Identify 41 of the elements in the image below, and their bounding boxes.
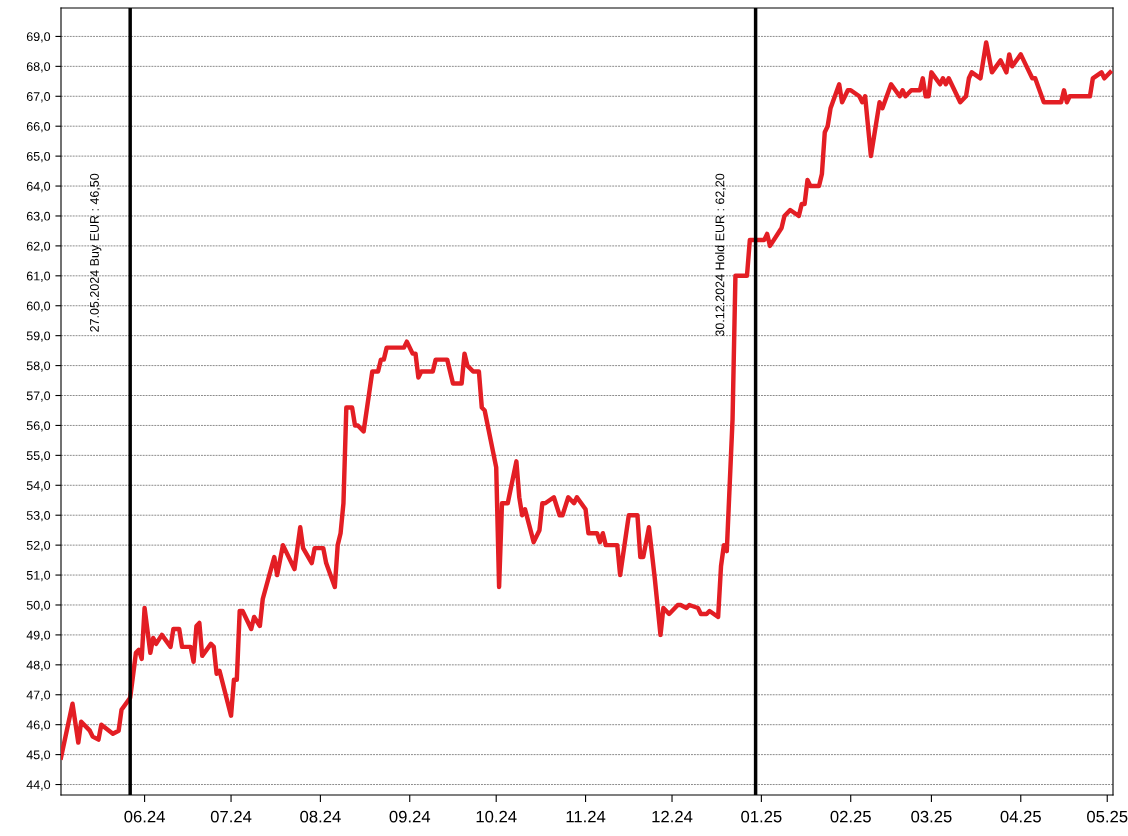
y-tick-label: 67,0: [26, 92, 51, 103]
y-tick-label: 51,0: [26, 570, 51, 582]
x-tick-label: 07.24: [210, 810, 252, 823]
y-tick-label: 57,0: [26, 391, 51, 402]
y-tick-label: 54,0: [26, 481, 51, 492]
y-tick-label: 50,0: [26, 600, 51, 612]
y-tick-label: 55,0: [26, 451, 51, 462]
y-tick-label: 60,0: [26, 301, 51, 312]
x-tick-label: 03.25: [911, 810, 952, 823]
y-tick-label: 66,0: [26, 122, 51, 133]
x-tick-label: 06.24: [124, 810, 165, 823]
x-tick-label: 08.24: [300, 810, 341, 823]
y-tick-label: 65,0: [26, 151, 51, 163]
y-tick-label: 44,0: [26, 780, 51, 791]
x-tick-label: 10.24: [476, 810, 517, 823]
ref-line-label: 30.12.2024 Hold EUR : 62,20: [715, 173, 726, 337]
line-series: [61, 40, 1113, 760]
x-tick-label: 02.25: [830, 810, 871, 823]
y-tick-label: 68,0: [26, 62, 51, 73]
y-tick-label: 58,0: [26, 361, 51, 372]
x-tick-label: 01.25: [741, 810, 782, 823]
y-tick-label: 56,0: [26, 421, 51, 432]
y-tick-label: 49,0: [26, 630, 51, 642]
ref-line-label: 27.05.2024 Buy EUR : 46,50: [90, 173, 102, 332]
y-tick-label: 69,0: [26, 32, 51, 43]
y-tick-label: 62,0: [26, 241, 51, 253]
y-tick-label: 52,0: [26, 540, 51, 552]
y-tick-label: 47,0: [26, 690, 51, 701]
x-tick-label: 09.24: [389, 810, 431, 823]
y-tick-label: 64,0: [26, 181, 51, 193]
x-tick-label: 04.25: [1000, 810, 1041, 823]
y-tick-label: 61,0: [26, 271, 51, 282]
x-tick-label: 11.24: [566, 810, 606, 823]
y-tick-label: 59,0: [26, 331, 51, 342]
y-tick-label: 53,0: [26, 511, 51, 522]
x-tick-label: 12.24: [652, 810, 693, 823]
x-tick-label: 05.25: [1087, 810, 1128, 823]
y-tick-label: 48,0: [26, 660, 51, 671]
y-tick-label: 63,0: [26, 211, 51, 223]
y-tick-label: 45,0: [26, 750, 51, 761]
y-tick-label: 46,0: [26, 720, 51, 731]
